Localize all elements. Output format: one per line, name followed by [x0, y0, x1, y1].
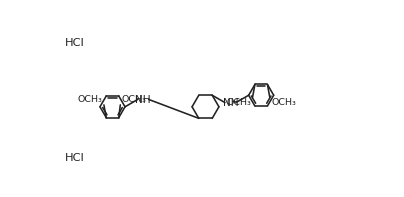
Text: OCH₃: OCH₃ [122, 95, 147, 104]
Text: HCl: HCl [65, 153, 84, 163]
Text: OCH₃: OCH₃ [271, 98, 296, 107]
Text: OCH₃: OCH₃ [78, 95, 102, 104]
Text: OCH₃: OCH₃ [226, 98, 251, 107]
Text: NH: NH [135, 95, 151, 105]
Text: NH: NH [223, 98, 238, 108]
Text: HCl: HCl [65, 38, 84, 48]
